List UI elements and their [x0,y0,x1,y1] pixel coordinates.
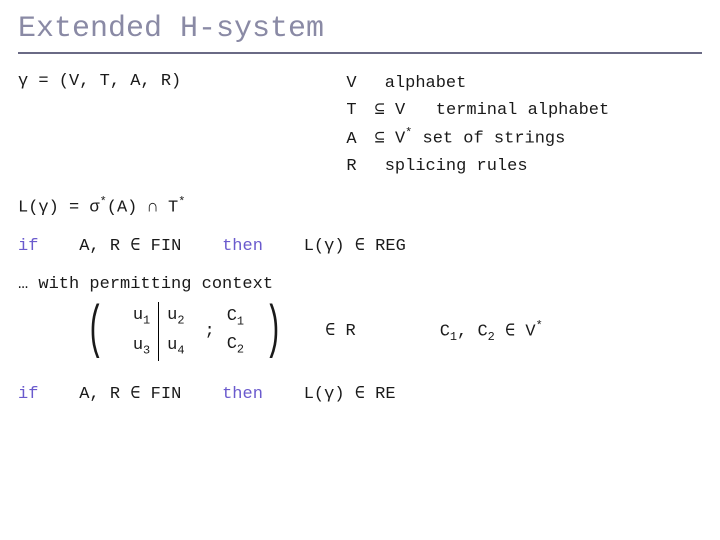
rel-T: ⊆ V [375,101,406,120]
res-1: L(γ) ∈ REG [304,237,406,256]
splicing-rule-matrix-row: ( u1 u2 u3 u4 ; C1 C2 ) ∈ R C1, C2 ∈ V* [78,302,702,360]
desc-V: alphabet [385,74,467,93]
u4-base: u [167,336,177,355]
desc-T: terminal alphabet [436,101,609,120]
rel-A-prefix: ⊆ V [375,130,406,149]
kw-if-1: if [18,237,38,256]
desc-A: set of strings [423,130,566,149]
c2-base: C [227,335,237,354]
permitting-context-label: … with permitting context [18,273,702,297]
u2-sub: 2 [177,314,184,328]
cdef-s2: 2 [488,330,495,344]
sym-R: R [346,153,364,180]
u1-sub: 1 [143,314,150,328]
bracket-left-icon: ( [87,303,104,361]
bracket-right-icon: ) [265,303,282,361]
u3-sub: 3 [143,343,150,357]
language-def: L(γ) = σ*(A) ∩ T* [18,194,702,220]
lang-lhs: L(γ) = σ [18,199,100,218]
kw-then-2: then [222,385,263,404]
gamma-definition-row: γ = (V, T, A, R) V alphabet T ⊆ V termin… [18,70,702,180]
context-def: C1, C2 ∈ V* [440,318,543,346]
c1-sub: 1 [237,315,244,329]
sym-A: A [346,126,364,153]
lang-star2: * [178,195,185,209]
cdef-in: ∈ V [495,322,536,341]
u-matrix: u1 u2 u3 u4 [125,302,193,360]
res-2: L(γ) ∈ RE [304,385,396,404]
c1-base: C [227,307,237,326]
gamma-def-lhs: γ = (V, T, A, R) [18,70,346,94]
context-column: C1 C2 [227,305,244,357]
cdef-comma: , [457,322,477,341]
slide-title: Extended H-system [18,0,702,54]
lang-star1: * [100,195,107,209]
rel-A-star: * [405,126,412,140]
u4-sub: 4 [177,343,184,357]
kw-then-1: then [222,237,263,256]
cdef-c1: C [440,322,450,341]
kw-if-2: if [18,385,38,404]
sym-T: T [346,97,364,124]
desc-R: splicing rules [385,157,528,176]
cond-1: A, R ∈ FIN [79,237,181,256]
u1-base: u [133,306,143,325]
u3-base: u [133,336,143,355]
cdef-s1: 1 [450,330,457,344]
if-then-1: if A, R ∈ FIN then L(γ) ∈ REG [18,235,702,259]
matrix-sep: ; [205,320,215,344]
sym-V: V [346,70,364,97]
lang-mid: (A) ∩ T [107,199,178,218]
u2-base: u [167,306,177,325]
cdef-c2: C [477,322,487,341]
component-definitions: V alphabet T ⊆ V terminal alphabet A ⊆ V… [346,70,702,180]
cond-2: A, R ∈ FIN [79,385,181,404]
in-R: ∈ R [325,320,356,344]
if-then-2: if A, R ∈ FIN then L(γ) ∈ RE [18,383,702,407]
c2-sub: 2 [237,342,244,356]
cdef-star: * [536,319,543,333]
